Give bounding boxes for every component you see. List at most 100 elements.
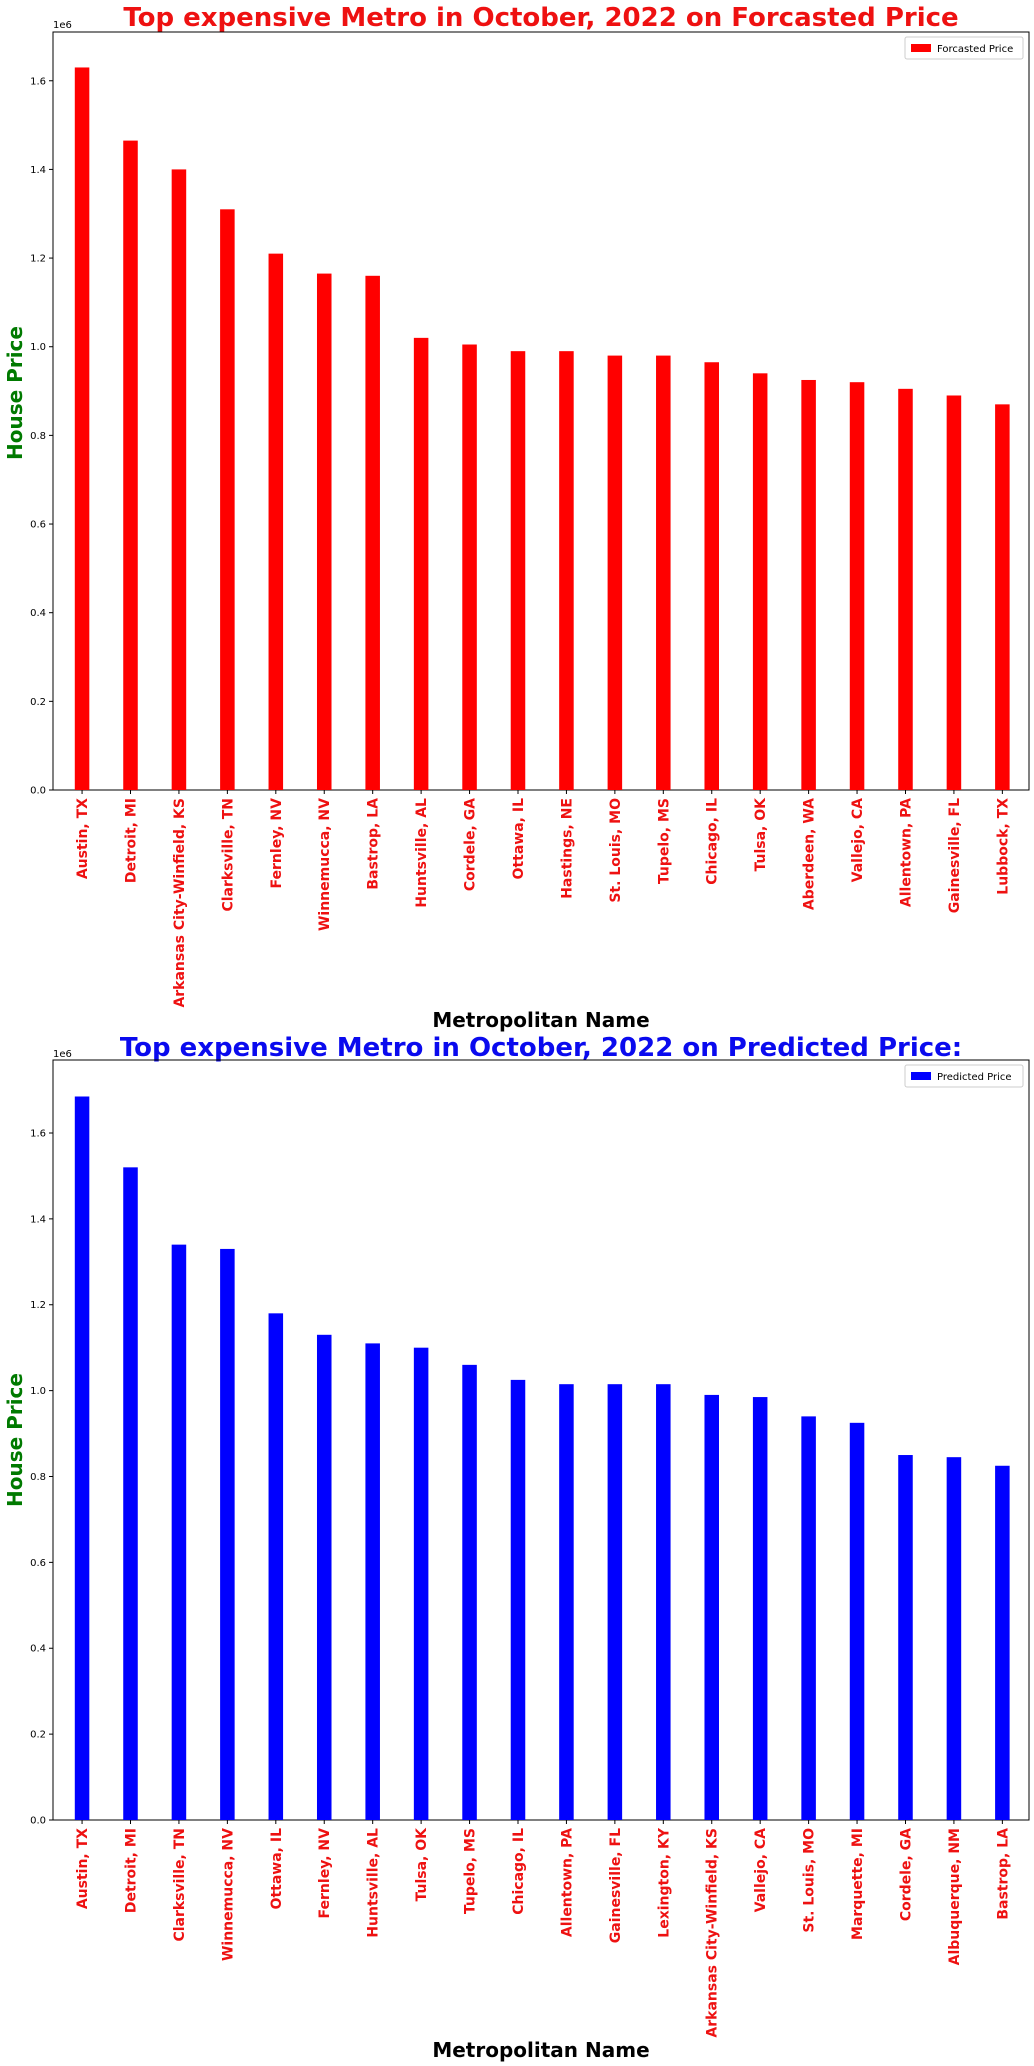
x-tick-label: Tupelo, MS [656,798,672,884]
y-offset-label: 1e6 [53,20,72,31]
x-tick-label: Allentown, PA [559,1828,575,1937]
x-tick-label: Detroit, MI [123,1828,139,1913]
bar [123,140,138,790]
legend-box [904,1064,1024,1088]
y-axis-label: House Price [3,326,27,460]
x-tick-label: Lexington, KY [656,1827,672,1938]
y-tick-label: 0.8 [30,1472,46,1483]
y-axis-label: House Price [3,1373,27,1507]
y-tick-label: 1.6 [30,1128,46,1139]
x-tick-label: Fernley, NV [269,798,285,889]
y-tick-label: 0.0 [30,1816,46,1827]
bar [510,1379,526,1820]
chart-title: Top expensive Metro in October, 2022 on … [120,1033,962,1063]
x-tick-label: Detroit, MI [123,798,139,883]
bar [704,362,720,790]
x-tick-label: Aberdeen, WA [802,798,818,910]
x-tick-label: Gainesville, FL [608,1828,624,1943]
y-tick-label: 0.4 [30,1644,46,1655]
x-tick-label: Chicago, IL [511,1828,527,1915]
bar [559,351,574,790]
bar [74,67,90,791]
x-tick-label: Bastrop, LA [366,798,382,890]
bar [946,1457,962,1820]
chart-title: Top expensive Metro in October, 2022 on … [123,3,958,33]
bar [268,253,284,790]
bar [268,1313,284,1820]
x-tick-label: St. Louis, MO [608,798,624,903]
bar [801,379,816,790]
bar [656,355,671,790]
x-tick-label: Chicago, IL [705,798,721,885]
x-tick-label: Winnemucca, NV [220,1828,236,1961]
legend-swatch [911,1072,931,1080]
x-tick-label: Huntsville, AL [366,1828,382,1938]
y-tick-label: 1.0 [30,342,46,353]
x-axis-label: Metropolitan Name [432,2038,649,2062]
y-tick-label: 0.6 [30,1558,46,1569]
x-tick-label: Fernley, NV [317,1828,333,1919]
bar [995,404,1010,790]
bar [559,1384,574,1820]
y-tick-label: 1.6 [30,76,46,87]
chart-1: Top expensive Metro in October, 2022 on … [3,3,1030,1032]
x-tick-label: Bastrop, LA [995,1828,1011,1920]
x-tick-label: Austin, TX [75,798,91,879]
legend-label: Forcasted Price [937,44,1013,55]
x-tick-label: Arkansas City-Winfield, KS [172,798,188,1008]
legend-label: Predicted Price [937,1072,1012,1083]
x-tick-label: Ottawa, IL [511,798,527,880]
y-tick-label: 0.8 [30,431,46,442]
x-tick-label: Marquette, MI [850,1828,866,1940]
x-tick-label: Huntsville, AL [414,798,430,908]
bar [656,1384,671,1820]
y-offset-label: 1e6 [53,1049,72,1060]
bar [462,1364,477,1820]
bar [220,209,235,790]
y-tick-label: 1.0 [30,1386,46,1397]
legend-box [904,36,1024,60]
bar [413,337,429,790]
bar [752,373,768,790]
y-tick-label: 0.2 [30,1730,46,1741]
x-tick-label: Tulsa, OK [414,1827,430,1902]
bar [365,275,380,791]
bar [74,1096,90,1820]
legend: Predicted Price [904,1064,1024,1088]
bar [510,351,526,790]
bar [849,1422,865,1820]
x-tick-label: St. Louis, MO [802,1828,818,1933]
plot-frame [52,1059,1030,1821]
legend-swatch [911,44,931,52]
bar [365,1343,380,1820]
bar [801,1416,816,1820]
x-tick-label: Ottawa, IL [269,1828,285,1910]
y-tick-label: 1.4 [30,165,46,176]
x-tick-label: Clarksville, TN [220,798,236,912]
x-tick-label: Gainesville, FL [947,798,963,913]
bar [898,1455,913,1820]
bar [898,388,913,790]
bar [220,1248,235,1820]
x-tick-label: Vallejo, CA [850,798,866,882]
bar [752,1397,768,1820]
bar [704,1394,720,1820]
legend: Forcasted Price [904,36,1024,60]
bar [171,1244,187,1820]
bar [123,1167,138,1820]
bar [413,1347,429,1820]
y-tick-label: 0.4 [30,608,46,619]
bar [316,1334,332,1820]
x-tick-label: Austin, TX [75,1828,91,1909]
bar [607,355,623,790]
bar [316,273,332,790]
bar [171,169,187,790]
x-tick-label: Tulsa, OK [753,797,769,872]
x-tick-label: Lubbock, TX [995,798,1011,895]
x-tick-label: Winnemucca, NV [317,798,333,931]
bar [995,1465,1010,1820]
x-tick-label: Tupelo, MS [463,1828,479,1914]
x-tick-label: Cordele, GA [898,1828,914,1921]
bar [607,1384,623,1820]
